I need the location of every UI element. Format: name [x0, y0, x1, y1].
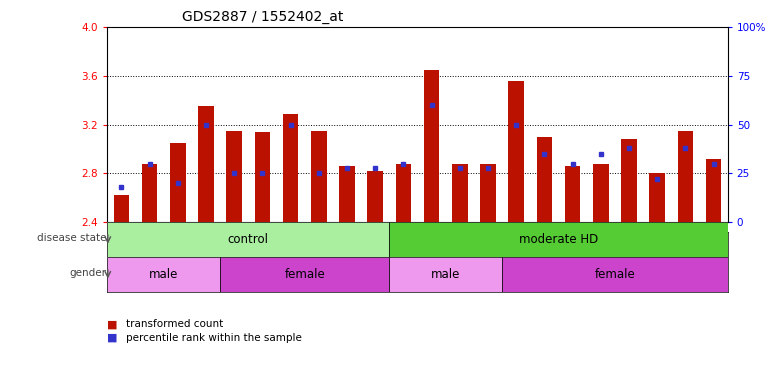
Text: GSM217771: GSM217771 [117, 235, 126, 281]
Text: GSM217777: GSM217777 [540, 235, 549, 281]
Text: GSM217779: GSM217779 [596, 235, 605, 281]
Bar [593, 164, 608, 222]
Bar [587, 232, 615, 292]
Text: GSM217782: GSM217782 [681, 235, 690, 281]
Bar [621, 139, 637, 222]
Text: transformed count: transformed count [126, 319, 224, 329]
Bar [502, 232, 530, 292]
Bar [424, 70, 440, 222]
Text: GSM217776: GSM217776 [512, 235, 521, 281]
Bar [417, 232, 446, 292]
Bar [283, 114, 298, 222]
Text: male: male [431, 268, 460, 281]
Text: GSM217781: GSM217781 [653, 235, 662, 281]
Text: percentile rank within the sample: percentile rank within the sample [126, 333, 303, 343]
Bar [615, 232, 643, 292]
Text: GSM217778: GSM217778 [568, 235, 577, 281]
Text: GSM217766: GSM217766 [258, 235, 267, 281]
Bar [446, 232, 474, 292]
Text: male: male [149, 268, 178, 281]
Bar [164, 232, 192, 292]
Bar [254, 132, 270, 222]
Bar [142, 164, 157, 222]
Bar [305, 232, 333, 292]
Bar [220, 257, 389, 292]
Bar [705, 159, 722, 222]
Text: female: female [284, 268, 325, 281]
Bar [136, 232, 164, 292]
Bar [361, 232, 389, 292]
Bar [107, 257, 220, 292]
Text: GDS2887 / 1552402_at: GDS2887 / 1552402_at [182, 10, 343, 25]
Bar [389, 222, 728, 257]
Text: GSM217783: GSM217783 [709, 235, 718, 281]
Bar [113, 195, 129, 222]
Bar [389, 232, 417, 292]
Text: GSM217784: GSM217784 [399, 235, 408, 281]
Bar [107, 222, 389, 257]
Bar [565, 166, 581, 222]
Bar [198, 106, 214, 222]
Bar [339, 166, 355, 222]
Bar [277, 232, 305, 292]
Bar [192, 232, 220, 292]
Text: GSM217768: GSM217768 [314, 235, 323, 281]
Bar [671, 232, 699, 292]
Bar [530, 232, 558, 292]
Text: GSM217772: GSM217772 [145, 235, 154, 281]
Bar [333, 232, 361, 292]
Bar [311, 131, 326, 222]
Bar [558, 232, 587, 292]
Text: female: female [594, 268, 635, 281]
Text: GSM217774: GSM217774 [201, 235, 211, 281]
Bar [480, 164, 496, 222]
Bar [170, 143, 185, 222]
Text: ■: ■ [107, 333, 118, 343]
Bar [107, 232, 136, 292]
Bar [699, 232, 728, 292]
Text: moderate HD: moderate HD [519, 233, 598, 246]
Text: gender: gender [70, 268, 106, 278]
Bar [389, 257, 502, 292]
Text: disease state: disease state [38, 233, 106, 243]
Text: GSM217767: GSM217767 [286, 235, 295, 281]
Text: GSM217787: GSM217787 [483, 235, 493, 281]
Bar [368, 171, 383, 222]
Bar [678, 131, 693, 222]
Bar [474, 232, 502, 292]
Bar [452, 164, 467, 222]
Text: ■: ■ [107, 319, 118, 329]
Text: GSM217786: GSM217786 [455, 235, 464, 281]
Bar [227, 131, 242, 222]
Bar [395, 164, 411, 222]
Bar [643, 232, 671, 292]
Bar [650, 174, 665, 222]
Text: GSM217775: GSM217775 [230, 235, 239, 281]
Text: GSM217773: GSM217773 [173, 235, 182, 281]
Bar [502, 257, 728, 292]
Text: GSM217769: GSM217769 [342, 235, 352, 281]
Text: GSM217780: GSM217780 [624, 235, 633, 281]
Text: control: control [228, 233, 269, 246]
Bar [248, 232, 277, 292]
Text: GSM217785: GSM217785 [427, 235, 436, 281]
Bar [220, 232, 248, 292]
Bar [509, 81, 524, 222]
Bar [537, 137, 552, 222]
Text: GSM217770: GSM217770 [371, 235, 380, 281]
